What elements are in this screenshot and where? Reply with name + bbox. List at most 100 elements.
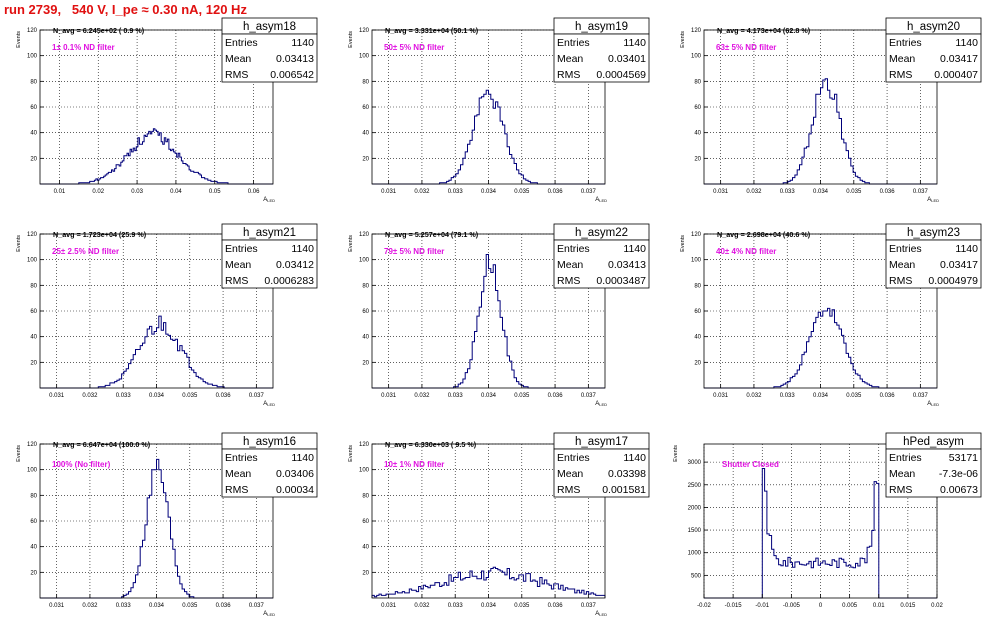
stat-value: 53171 <box>949 452 978 464</box>
x-tick-label: 0.031 <box>49 603 65 609</box>
x-tick-label: -0.015 <box>725 603 743 609</box>
x-tick-label: 0.036 <box>880 189 896 195</box>
x-tick-label: 0.032 <box>746 393 762 399</box>
y-tick-label: 40 <box>694 335 701 341</box>
y-tick-label: 120 <box>359 232 370 238</box>
histogram-line <box>372 89 605 185</box>
navg-text: N_avg = 5.257e+04 (79.1 %) <box>385 230 479 239</box>
x-tick-label: 0.01 <box>54 189 66 195</box>
stat-label: Entries <box>225 243 258 255</box>
histogram-line <box>704 468 937 599</box>
x-tick-label: 0.035 <box>514 393 530 399</box>
y-axis-label: Events <box>673 445 679 462</box>
y-tick-label: 100 <box>27 258 38 264</box>
y-tick-label: 2500 <box>688 483 702 489</box>
stat-value: 1140 <box>955 37 978 49</box>
x-axis-label: ALED <box>595 197 607 203</box>
x-tick-label: 0.036 <box>548 189 564 195</box>
x-axis-label: ALED <box>263 197 275 203</box>
filter-label: 79± 5% ND filter <box>384 247 444 256</box>
x-tick-label: 0.036 <box>216 603 232 609</box>
x-tick-label: 0.033 <box>448 393 464 399</box>
stat-label: RMS <box>557 275 580 287</box>
x-axis-label-sub: LED <box>599 402 607 407</box>
navg-text: N_avg = 4.173e+04 (62.8 %) <box>717 26 811 35</box>
y-axis-label: Events <box>16 31 22 48</box>
x-tick-label: 0.031 <box>381 603 397 609</box>
x-tick-label: 0.031 <box>713 393 729 399</box>
stat-label: Mean <box>889 53 915 65</box>
x-tick-label: 0.037 <box>913 189 929 195</box>
stat-label: Entries <box>225 37 258 49</box>
stat-box: h_asym17 Entries 1140 Mean 0.03398 RMS 0.00158… <box>553 432 650 498</box>
y-tick-label: 40 <box>694 131 701 137</box>
y-tick-label: 1000 <box>688 551 702 557</box>
stat-value: 0.03413 <box>276 53 314 65</box>
stat-box: h_asym23 Entries 1140 Mean 0.03417 RMS 0.00049… <box>885 223 982 289</box>
histogram-line <box>40 315 273 389</box>
stat-value: 0.03417 <box>940 53 978 65</box>
y-tick-label: 20 <box>362 360 369 366</box>
panel-h_asym23: 0.031 0.032 0.033 0.034 0.035 0.036 0.037 20 40 6… <box>680 223 982 407</box>
y-tick-label: 60 <box>30 519 37 525</box>
stat-label: RMS <box>557 484 580 496</box>
stat-value: 1140 <box>291 243 314 255</box>
stat-value: 0.00034 <box>276 484 314 496</box>
y-tick-label: 40 <box>362 131 369 137</box>
navg-text: N_avg = 2.698e+04 (40.6 %) <box>717 230 811 239</box>
x-tick-label: 0.033 <box>116 603 132 609</box>
stat-label: Mean <box>225 53 251 65</box>
x-tick-label: 0.033 <box>780 393 796 399</box>
x-axis-label: ALED <box>595 401 607 407</box>
x-tick-label: 0.037 <box>581 393 597 399</box>
filter-label: 63± 5% ND filter <box>716 43 776 52</box>
stat-value: 0.000407 <box>934 69 978 81</box>
y-tick-label: 100 <box>691 258 702 264</box>
stat-value: 1140 <box>955 243 978 255</box>
y-tick-label: 40 <box>30 335 37 341</box>
y-axis-label: Events <box>16 235 22 252</box>
y-tick-label: 120 <box>27 28 38 34</box>
y-tick-label: 100 <box>691 54 702 60</box>
y-tick-label: 80 <box>694 283 701 289</box>
y-tick-label: 80 <box>362 493 369 499</box>
y-tick-label: 80 <box>694 79 701 85</box>
filter-label: Shutter Closed <box>722 460 779 469</box>
filter-label: 100% (No filter) <box>52 460 111 469</box>
filter-label: 50± 5% ND filter <box>384 43 444 52</box>
y-tick-label: 60 <box>694 105 701 111</box>
x-tick-label: -0.01 <box>755 603 769 609</box>
x-tick-label: 0.037 <box>913 393 929 399</box>
x-tick-label: 0.032 <box>82 603 98 609</box>
x-tick-label: 0.031 <box>713 189 729 195</box>
x-tick-label: 0.033 <box>780 189 796 195</box>
stat-label: Mean <box>225 468 251 480</box>
filter-label: 25± 2.5% ND filter <box>52 247 119 256</box>
x-tick-label: 0.035 <box>182 603 198 609</box>
x-tick-label: 0.032 <box>746 189 762 195</box>
x-axis-label: ALED <box>263 401 275 407</box>
x-tick-label: 0.035 <box>846 189 862 195</box>
y-tick-label: 120 <box>691 28 702 34</box>
panel-hPed_asym: -0.02 -0.015 -0.01 -0.005 0 0.005 0.01 0.015 0.0… <box>673 432 982 609</box>
stat-box-body <box>885 448 982 498</box>
panel-h_asym16: 0.031 0.032 0.033 0.034 0.035 0.036 0.037 20 40 6… <box>16 432 318 617</box>
y-tick-label: 2000 <box>688 505 702 511</box>
x-tick-label: 0.033 <box>116 393 132 399</box>
stat-label: Entries <box>889 37 922 49</box>
navg-text: N_avg = 3.331e+04 (50.1 %) <box>385 26 479 35</box>
stat-value: 0.001581 <box>602 484 646 496</box>
x-tick-label: 0.037 <box>249 393 265 399</box>
x-tick-label: 0.034 <box>813 393 829 399</box>
y-tick-label: 60 <box>362 309 369 315</box>
stat-box-body <box>221 33 318 83</box>
stat-box: h_asym22 Entries 1140 Mean 0.03413 RMS 0.00034… <box>553 223 650 289</box>
x-tick-label: 0.035 <box>846 393 862 399</box>
y-axis-label: Events <box>348 31 354 48</box>
y-axis-label: Events <box>348 235 354 252</box>
stat-box: h_asym19 Entries 1140 Mean 0.03401 RMS 0.00045… <box>553 17 650 83</box>
x-tick-label: 0.033 <box>448 189 464 195</box>
histogram-name: h_asym20 <box>907 21 960 33</box>
stat-label: Entries <box>557 37 590 49</box>
